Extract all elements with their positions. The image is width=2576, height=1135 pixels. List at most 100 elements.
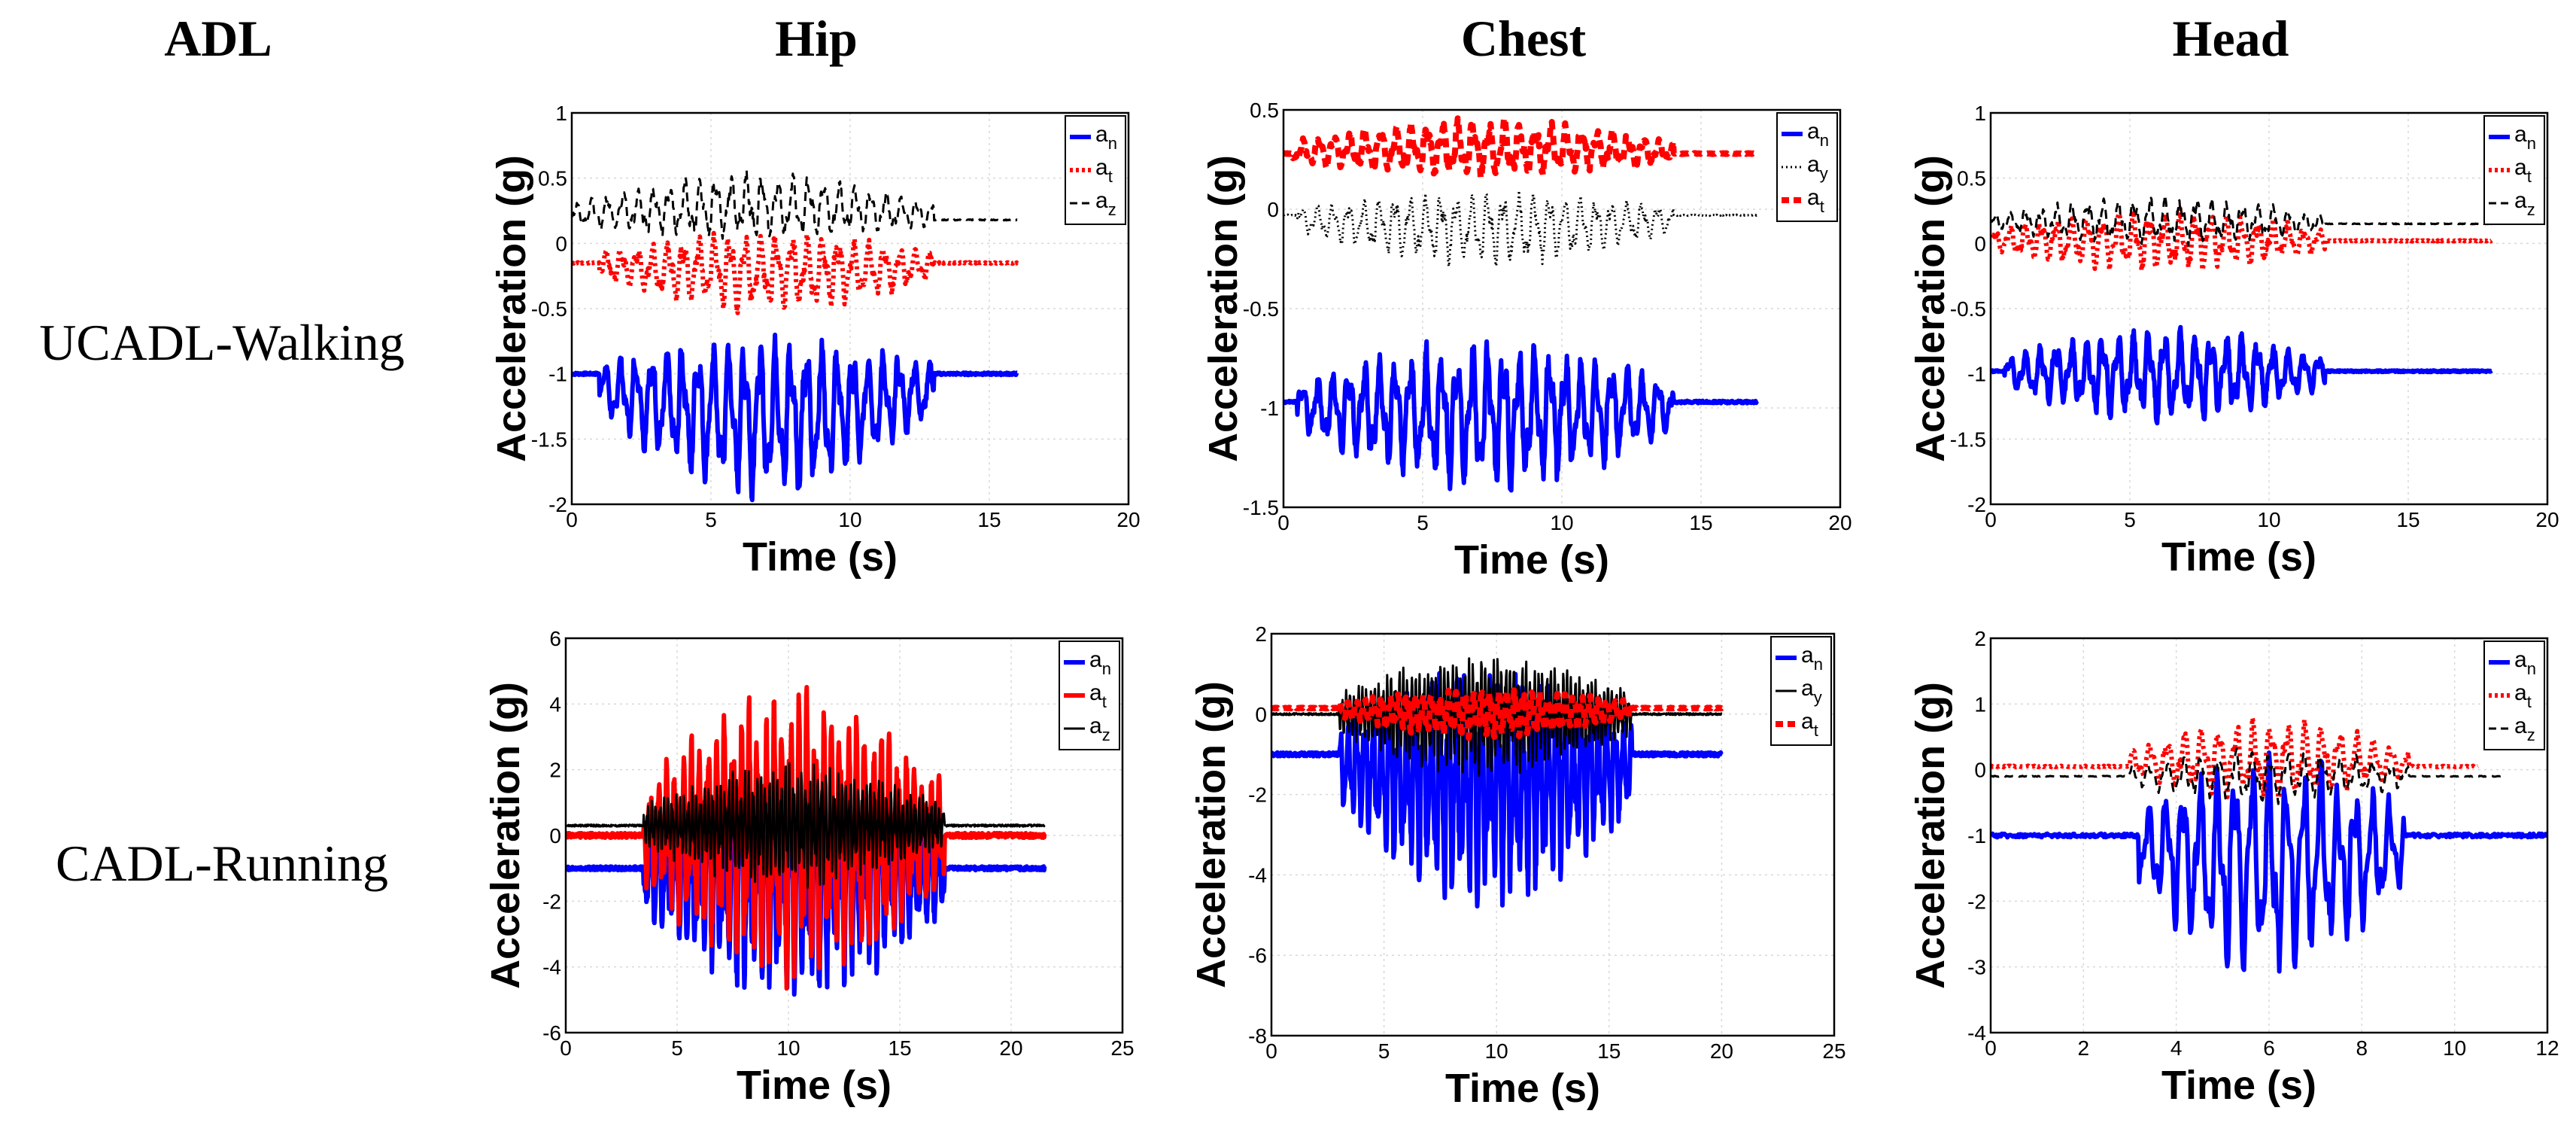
y-tick-label: -1.5 [531,428,567,451]
series-line-at [1271,687,1724,741]
y-axis-label: Acceleration (g) [1908,155,1953,462]
y-tick-label: -6 [542,1021,561,1045]
y-tick-label: -1 [1967,824,1986,847]
x-tick-label: 6 [2263,1036,2275,1060]
x-tick-label: 25 [1822,1039,1845,1063]
y-tick-label: -4 [1967,1021,1986,1045]
adl-header: ADL [164,10,272,67]
column-header-hip: Hip [775,10,858,67]
y-tick-label: 4 [549,692,561,716]
column-header-chest: Chest [1461,10,1587,67]
series-line-at [1991,715,2480,801]
series-group [1271,657,1724,909]
y-tick-label: 0 [1267,198,1279,221]
series-group [1991,715,2547,974]
y-tick-label: 2 [1255,622,1267,646]
series-line-an [1283,339,1759,493]
series-line-an [1991,750,2547,974]
axes-frame [1989,637,2549,1034]
y-tick-label: -1.5 [1950,428,1986,451]
y-tick-label: -2 [1248,784,1267,807]
x-tick-label: 4 [2170,1036,2183,1060]
series-line-az [572,169,1018,240]
series-line-az [1991,747,2502,805]
y-tick-label: -0.5 [1950,297,1986,321]
legend-label-an: an [1801,643,1823,674]
legend-box [2483,641,2545,750]
y-tick-label: -2 [542,890,561,913]
legend-label-at: at [1089,680,1107,711]
y-tick-label: 2 [1974,627,1986,650]
y-tick-label: 1 [1974,102,1986,125]
y-axis-label: Acceleration (g) [1201,155,1246,462]
x-tick-label: 20 [1116,508,1140,531]
y-tick-label: -3 [1967,956,1986,979]
y-axis-label: Acceleration (g) [1189,681,1234,988]
legend-box [2483,115,2545,225]
series-line-at [572,230,1019,315]
x-tick-label: 12 [2535,1036,2559,1060]
legend-label-at: at [2514,155,2532,186]
x-axis-label: Time (s) [743,534,898,580]
x-tick-label: 5 [1417,511,1429,534]
series-line-ay [1283,189,1758,268]
x-tick-label: 0 [1985,508,1997,531]
x-tick-label: 10 [838,508,861,531]
x-tick-label: 0 [1985,1036,1997,1060]
series-group [566,685,1047,997]
x-tick-label: 10 [776,1036,800,1060]
y-tick-label: -2 [1967,493,1986,516]
y-tick-label: -8 [1248,1024,1267,1048]
y-tick-label: -2 [548,493,567,516]
y-tick-label: 0 [1974,232,1986,255]
x-axis-label: Time (s) [2161,534,2316,580]
x-tick-label: 20 [1710,1039,1733,1063]
x-tick-label: 15 [888,1036,911,1060]
x-tick-label: 5 [671,1036,683,1060]
x-tick-label: 5 [2124,508,2136,531]
x-tick-label: 5 [705,508,717,531]
x-axis-label: Time (s) [1445,1066,1600,1111]
legend-label-az: az [1095,188,1116,219]
series-group [1283,115,1760,493]
legend-label-an: an [1807,119,1829,150]
y-tick-label: -1.5 [1243,496,1279,519]
series-line-az [566,762,1046,889]
x-tick-label: 15 [1597,1039,1621,1063]
legend-label-an: an [1095,122,1117,153]
y-tick-label: -0.5 [531,297,567,321]
x-tick-label: 20 [999,1036,1022,1060]
x-tick-label: 15 [1689,511,1712,534]
x-tick-label: 20 [2535,508,2559,531]
axes-frame [570,111,1130,506]
y-tick-label: -4 [1248,863,1267,887]
x-tick-label: 8 [2356,1036,2368,1060]
x-axis-label: Time (s) [1454,537,1609,583]
y-tick-label: -1 [1260,397,1279,420]
y-tick-label: 1 [1974,692,1986,716]
legend-label-az: az [2514,188,2535,219]
y-tick-label: 6 [549,627,561,650]
y-tick-label: -6 [1248,944,1267,967]
legend-label-an: an [2514,647,2536,678]
series-line-an [572,332,1019,503]
x-tick-label: 25 [1110,1036,1134,1060]
x-tick-label: 0 [1265,1039,1277,1063]
series-group [572,169,1019,503]
y-tick-label: -2 [1967,890,1986,913]
series-group [1991,193,2494,426]
y-tick-label: -4 [542,956,561,979]
y-axis-label: Acceleration (g) [483,682,528,989]
axes-frame [1989,111,2549,506]
legend-label-at: at [1807,185,1824,216]
y-tick-label: -0.5 [1243,297,1279,321]
x-tick-label: 10 [2443,1036,2466,1060]
